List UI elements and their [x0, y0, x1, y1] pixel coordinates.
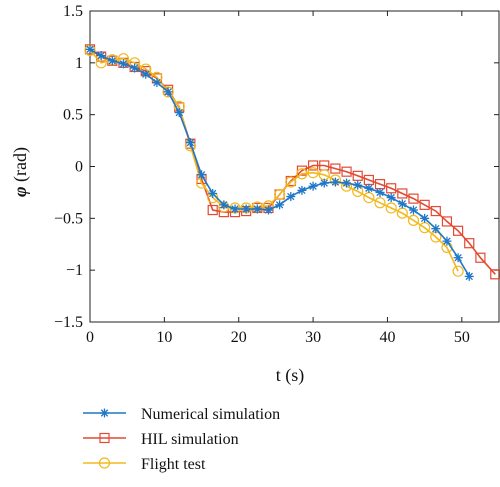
- data-point-numerical-simulation: [364, 183, 374, 193]
- data-point-flight-test: [385, 202, 397, 214]
- data-point-hil-simulation: [397, 188, 408, 199]
- legend-label: HIL simulation: [141, 431, 239, 448]
- series-line-numerical-simulation: [89, 48, 470, 277]
- data-point-numerical-simulation: [130, 63, 140, 73]
- x-tick-label: 10: [156, 329, 172, 346]
- data-point-hil-simulation: [307, 160, 319, 171]
- y-tick-label: −1.5: [54, 314, 83, 331]
- data-point-numerical-simulation: [442, 236, 452, 246]
- data-point-numerical-simulation: [420, 213, 430, 223]
- data-point-flight-test: [274, 188, 286, 201]
- data-point-numerical-simulation: [208, 188, 218, 198]
- y-tick-label: 0.5: [63, 107, 83, 124]
- data-point-numerical-simulation: [431, 224, 441, 234]
- data-point-hil-simulation: [352, 170, 363, 181]
- legend-label: Numerical simulation: [141, 406, 280, 423]
- data-point-numerical-simulation: [386, 193, 396, 203]
- data-point-numerical-simulation: [275, 200, 285, 210]
- data-point-hil-simulation: [419, 199, 430, 210]
- data-point-flight-test: [285, 176, 297, 188]
- y-axis-label-symbol: φ: [10, 186, 30, 197]
- data-point-numerical-simulation: [241, 204, 251, 214]
- data-point-numerical-simulation: [141, 69, 151, 79]
- legend-swatch-marker: [100, 408, 109, 418]
- y-axis-label-unit: (rad): [10, 147, 31, 186]
- data-point-numerical-simulation: [353, 180, 363, 190]
- x-tick-label: 50: [454, 329, 470, 346]
- x-tick-label: 0: [86, 329, 94, 346]
- data-point-numerical-simulation: [453, 253, 463, 263]
- data-point-hil-simulation: [475, 252, 486, 263]
- x-tick-label: 30: [305, 329, 321, 346]
- data-point-numerical-simulation: [118, 59, 128, 69]
- data-point-numerical-simulation: [174, 108, 184, 118]
- series-numerical-simulation: [85, 44, 474, 281]
- data-point-numerical-simulation: [342, 178, 352, 188]
- data-point-numerical-simulation: [263, 205, 273, 215]
- data-point-numerical-simulation: [308, 181, 318, 191]
- data-point-numerical-simulation: [286, 192, 296, 202]
- series-line-flight-test: [89, 49, 459, 272]
- data-point-numerical-simulation: [85, 44, 95, 54]
- data-point-numerical-simulation: [330, 177, 340, 187]
- data-point-hil-simulation: [464, 238, 475, 249]
- legend: Numerical simulation HIL simulation Flight…: [83, 406, 280, 473]
- data-point-hil-simulation: [441, 216, 453, 227]
- y-axis-label: φ (rad): [10, 147, 31, 197]
- legend-item-numerical-simulation: Numerical simulation: [83, 406, 280, 423]
- series-hil-simulation: [84, 44, 500, 280]
- data-point-hil-simulation: [330, 163, 341, 174]
- data-point-numerical-simulation: [375, 187, 385, 197]
- series-layer: [84, 44, 500, 281]
- y-tick-label: −0.5: [54, 210, 83, 227]
- legend-item-flight-test: Flight test: [83, 456, 206, 473]
- data-point-hil-simulation: [207, 204, 218, 216]
- legend-swatch-marker: [99, 432, 110, 444]
- data-point-numerical-simulation: [397, 199, 407, 209]
- x-axis-ticks: 0 10 20 30 40 50: [86, 11, 470, 346]
- data-point-numerical-simulation: [230, 204, 240, 214]
- data-point-numerical-simulation: [152, 78, 162, 88]
- data-point-hil-simulation: [386, 183, 397, 194]
- legend-item-hil-simulation: HIL simulation: [83, 431, 239, 448]
- data-point-hil-simulation: [430, 205, 441, 217]
- y-tick-label: −1: [66, 262, 83, 279]
- plot-frame: [89, 10, 500, 323]
- data-point-numerical-simulation: [185, 138, 195, 148]
- data-point-numerical-simulation: [96, 51, 106, 61]
- y-tick-label: 0: [75, 159, 83, 176]
- legend-swatch-marker: [98, 457, 111, 469]
- data-point-hil-simulation: [408, 193, 419, 204]
- y-tick-label: 1: [75, 55, 83, 72]
- data-point-numerical-simulation: [252, 204, 262, 214]
- data-point-hil-simulation: [341, 166, 352, 177]
- series-flight-test: [84, 44, 464, 277]
- x-tick-label: 20: [231, 329, 247, 346]
- data-point-hil-simulation: [453, 225, 464, 236]
- y-tick-label: 1.5: [63, 3, 83, 20]
- x-tick-label: 40: [379, 329, 395, 346]
- data-point-flight-test: [296, 168, 308, 180]
- data-point-numerical-simulation: [297, 185, 307, 195]
- series-line-hil-simulation: [89, 48, 496, 275]
- data-point-numerical-simulation: [219, 200, 229, 210]
- legend-label: Flight test: [141, 456, 206, 473]
- data-point-flight-test: [307, 167, 319, 179]
- y-axis-ticks: 1.5 1 0.5 0 −0.5 −1 −1.5: [54, 3, 499, 331]
- plot-area: [89, 10, 500, 323]
- data-point-numerical-simulation: [408, 205, 418, 215]
- data-point-flight-test: [452, 265, 464, 277]
- data-point-numerical-simulation: [107, 56, 117, 66]
- data-point-flight-test: [162, 86, 174, 98]
- data-point-numerical-simulation: [197, 170, 207, 180]
- data-point-numerical-simulation: [319, 178, 329, 188]
- data-point-numerical-simulation: [464, 271, 474, 281]
- x-axis-label: t (s): [276, 365, 305, 386]
- data-point-numerical-simulation: [163, 87, 173, 97]
- data-point-flight-test: [407, 214, 420, 227]
- data-point-flight-test: [374, 197, 386, 209]
